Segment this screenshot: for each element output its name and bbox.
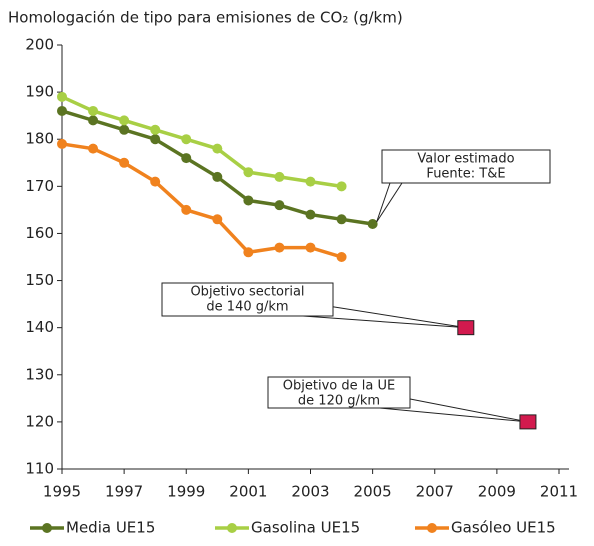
- x-tick-label: 1995: [43, 483, 81, 501]
- marker: [243, 247, 254, 258]
- marker: [57, 91, 67, 102]
- y-tick-label: 190: [25, 83, 54, 101]
- x-tick-label: 1997: [105, 483, 143, 501]
- pointer: [379, 407, 528, 423]
- pointer: [327, 305, 466, 329]
- y-tick-label: 160: [25, 224, 54, 242]
- pointer: [376, 182, 403, 223]
- marker: [181, 204, 192, 215]
- marker: [212, 214, 223, 225]
- marker: [212, 143, 223, 154]
- x-tick-label: 2001: [229, 483, 267, 501]
- marker: [305, 209, 316, 220]
- x-tick-label: 2005: [354, 483, 392, 501]
- x-tick-label: 2011: [540, 483, 578, 501]
- x-tick-label: 2003: [291, 483, 329, 501]
- annotation: Valor estimado: [417, 152, 514, 167]
- chart-title: Homologación de tipo para emisiones de C…: [8, 9, 403, 27]
- y-tick-label: 140: [25, 318, 54, 336]
- series-line: [61, 142, 343, 259]
- marker: [336, 252, 347, 262]
- marker: [305, 176, 316, 187]
- y-tick-label: 150: [25, 271, 54, 289]
- y-tick-label: 110: [25, 460, 54, 478]
- legend-marker: [427, 523, 437, 533]
- marker: [150, 134, 161, 145]
- y-tick-label: 200: [25, 36, 54, 54]
- pointer: [404, 397, 529, 423]
- x-tick-label: 1999: [167, 483, 205, 501]
- x-tick-label: 2007: [416, 483, 454, 501]
- marker: [57, 138, 67, 149]
- marker: [181, 134, 192, 145]
- y-tick-label: 180: [25, 130, 54, 148]
- marker: [119, 157, 130, 168]
- marker: [88, 105, 99, 116]
- annotation: Objetivo sectorial: [190, 285, 304, 300]
- marker: [57, 105, 67, 116]
- target-marker: [519, 414, 537, 430]
- marker: [274, 200, 285, 211]
- legend-label: Media UE15: [66, 519, 155, 537]
- legend-label: Gasóleo UE15: [451, 519, 556, 537]
- y-tick-label: 170: [25, 177, 54, 195]
- annotation: de 120 g/km: [298, 394, 380, 409]
- y-tick-label: 130: [25, 365, 54, 383]
- marker: [274, 242, 285, 253]
- series-line: [61, 95, 342, 189]
- marker: [119, 115, 130, 126]
- pointer: [376, 182, 391, 223]
- target-marker: [457, 320, 475, 336]
- legend-marker: [227, 523, 237, 533]
- annotation-box: [161, 282, 334, 317]
- annotation: Fuente: T&E: [426, 167, 505, 182]
- marker: [367, 219, 378, 230]
- y-tick-label: 120: [25, 412, 54, 430]
- marker: [243, 195, 254, 206]
- annotation-box: [267, 376, 411, 409]
- series-line: [61, 109, 373, 226]
- marker: [88, 143, 99, 154]
- marker: [336, 181, 347, 192]
- marker: [243, 167, 254, 178]
- annotation-box: [381, 149, 551, 184]
- marker: [150, 176, 161, 187]
- marker: [212, 171, 223, 182]
- marker: [181, 153, 192, 164]
- marker: [150, 124, 161, 135]
- x-tick-label: 2009: [478, 483, 516, 501]
- pointer: [302, 315, 466, 329]
- legend-label: Gasolina UE15: [251, 519, 360, 537]
- annotation: de 140 g/km: [206, 300, 288, 315]
- legend-marker: [42, 523, 52, 533]
- marker: [336, 214, 347, 225]
- marker: [305, 242, 316, 253]
- annotation: Objetivo de la UE: [283, 379, 395, 394]
- marker: [119, 124, 130, 135]
- marker: [274, 171, 285, 182]
- marker: [88, 115, 99, 126]
